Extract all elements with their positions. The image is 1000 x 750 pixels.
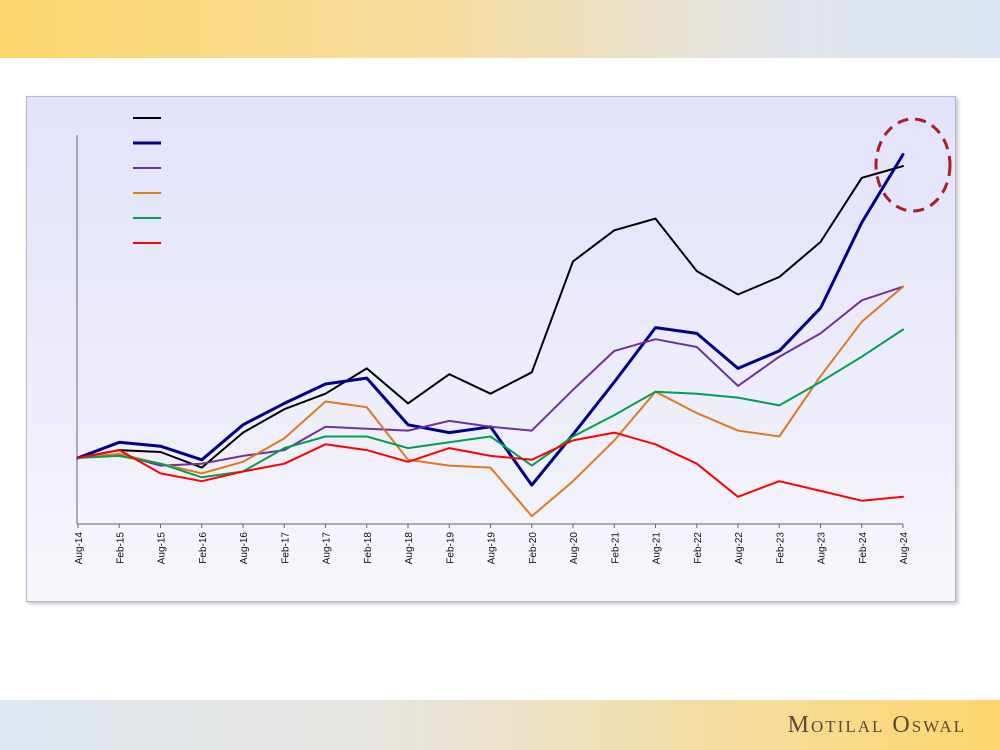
series-line-3: [77, 285, 904, 467]
series-line-1: [77, 165, 904, 469]
series-line-5: [77, 328, 904, 479]
x-tick-label: Aug-21: [652, 532, 663, 565]
x-tick-label: Aug-15: [157, 532, 168, 565]
x-tick-label: Feb-24: [858, 532, 869, 564]
x-tick-label: Aug-24: [899, 532, 910, 565]
x-tick-label: Aug-18: [404, 532, 415, 565]
series-line-4: [77, 285, 904, 518]
highlight-circle: [874, 117, 952, 213]
x-tick-label: Feb-23: [775, 532, 786, 564]
x-tick-label: Feb-20: [528, 532, 539, 564]
x-tick-label: Feb-15: [115, 532, 126, 564]
x-tick-label: Aug-16: [239, 532, 250, 565]
x-tick-label: Feb-16: [198, 532, 209, 564]
x-tick-label: Feb-21: [610, 532, 621, 564]
chart-panel: [26, 96, 956, 602]
x-tick-label: Aug-19: [487, 532, 498, 565]
x-tick-label: Aug-22: [734, 532, 745, 565]
x-tick-label: Feb-17: [280, 532, 291, 564]
brand-logo: Motilal Oswal: [787, 712, 966, 738]
x-tick-label: Aug-20: [569, 532, 580, 565]
x-tick-label: Feb-19: [445, 532, 456, 564]
series-line-6: [77, 431, 904, 502]
x-tick-label: Aug-14: [74, 532, 85, 565]
header-band: [0, 0, 1000, 58]
footer-band: Motilal Oswal: [0, 700, 1000, 750]
x-tick-label: Feb-22: [693, 532, 704, 564]
x-tick-label: Aug-23: [817, 532, 828, 565]
x-tick-label: Feb-18: [363, 532, 374, 564]
x-tick-label: Aug-17: [322, 532, 333, 565]
